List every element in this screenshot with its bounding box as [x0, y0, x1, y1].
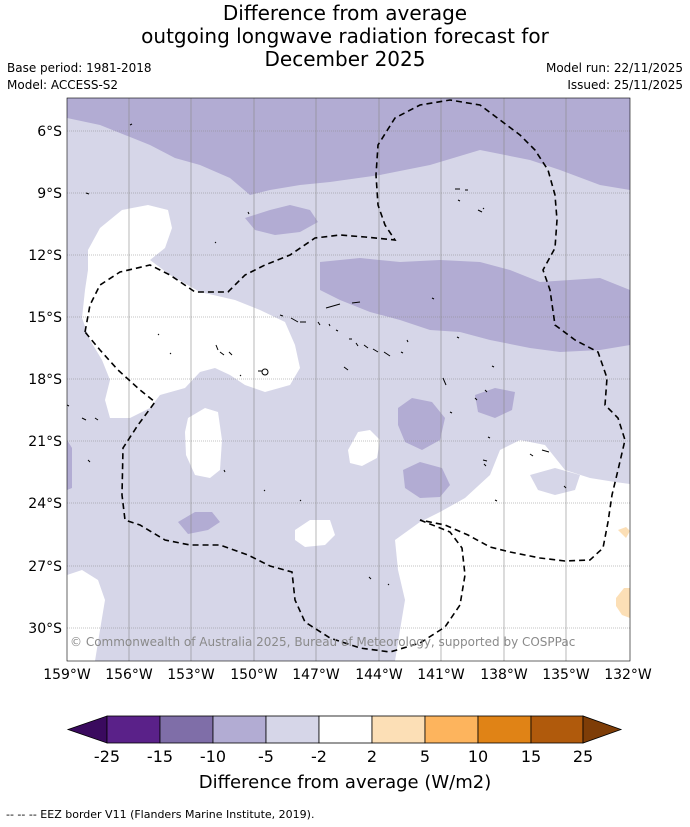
field-warm-a	[618, 527, 630, 538]
lon-label: 135°W	[542, 667, 590, 683]
lat-label: 24°S	[28, 496, 62, 512]
colorbar-swatch	[265, 715, 320, 744]
lon-axis: 159°W 156°W 153°W 150°W 147°W 144°W 141°…	[43, 667, 652, 683]
colorbar-swatch	[106, 715, 161, 744]
field-neutral-small-c	[348, 430, 380, 466]
colorbar-tick: -2	[311, 747, 327, 766]
lat-label: 30°S	[28, 621, 62, 637]
colorbar	[66, 715, 623, 744]
field-dark-patch-e	[178, 512, 220, 534]
graticule	[67, 98, 630, 661]
lat-label: 18°S	[28, 372, 62, 388]
lon-label: 138°W	[480, 667, 528, 683]
map-copyright: © Commonwealth of Australia 2025, Bureau…	[70, 635, 575, 649]
field-dark-patch-a	[245, 205, 318, 235]
field-dark-north	[67, 98, 630, 195]
colorbar-swatch	[318, 715, 373, 744]
colorbar-swatch	[212, 715, 267, 744]
colorbar-title: Difference from average (W/m2)	[199, 772, 491, 793]
eez-border-west	[84, 331, 466, 653]
colorbar-tick: 15	[521, 747, 541, 766]
lon-label: 156°W	[105, 667, 153, 683]
colorbar-swatch	[424, 715, 479, 744]
colorbar-tick: 10	[468, 747, 488, 766]
lon-label: 141°W	[417, 667, 465, 683]
map-frame	[66, 97, 631, 662]
model-run: Model run: 22/11/2025	[545, 61, 683, 75]
lat-label: 21°S	[28, 434, 62, 450]
field-base-inset	[530, 468, 580, 495]
colorbar-swatch	[159, 715, 214, 744]
chart-title: Difference from average outgoing longwav…	[0, 2, 690, 71]
field-dark-patch-f	[67, 440, 72, 490]
lon-label: 147°W	[292, 667, 340, 683]
title-line-3: December 2025	[264, 47, 426, 71]
islands	[67, 123, 567, 586]
meta-left: Base period: 1981-2018 Model: ACCESS-S2	[7, 60, 152, 94]
field-neutral-southwest	[67, 570, 105, 661]
title-line-2: outgoing longwave radiation forecast for	[141, 24, 549, 48]
field-neutral-small-b	[295, 520, 335, 547]
field-warm-b	[616, 588, 630, 618]
lon-label: 153°W	[167, 667, 215, 683]
colorbar-tick: 25	[573, 747, 593, 766]
colorbar-tick: -25	[94, 747, 120, 766]
lat-label: 12°S	[28, 248, 62, 264]
colorbar-tick: -15	[147, 747, 173, 766]
lat-label: 6°S	[37, 124, 62, 140]
field-neutral-small-a	[185, 408, 222, 478]
colorbar-swatch	[477, 715, 532, 744]
colorbar-extend-high	[582, 715, 623, 744]
colorbar-swatch	[371, 715, 426, 744]
model-name: Model: ACCESS-S2	[7, 78, 119, 92]
colorbar-tick: 5	[420, 747, 430, 766]
field-neutral-southeast	[395, 440, 630, 661]
lat-label: 27°S	[28, 559, 62, 575]
field-dark-central	[320, 258, 630, 352]
field-dark-patch-d	[403, 462, 450, 498]
lat-axis: 6°S 9°S 12°S 15°S 18°S 21°S 24°S 27°S 30…	[28, 124, 62, 637]
colorbar-ticks: -25 -15 -10 -5 -2 2 5 10 15 25	[94, 747, 593, 766]
field-dark-patch-c	[475, 388, 515, 418]
map-canvas: © Commonwealth of Australia 2025, Bureau…	[67, 98, 630, 661]
title-line-1: Difference from average	[222, 1, 468, 25]
colorbar-extend-low	[66, 715, 108, 744]
lon-label: 132°W	[604, 667, 652, 683]
colorbar-tick: 2	[367, 747, 377, 766]
meta-right: Model run: 22/11/2025 Issued: 25/11/2025	[546, 60, 683, 94]
lat-label: 9°S	[37, 186, 62, 202]
field-dark-patch-b	[398, 398, 445, 450]
colorbar-tick: -5	[258, 747, 274, 766]
lon-label: 150°W	[230, 667, 278, 683]
base-period: Base period: 1981-2018	[7, 61, 152, 75]
lat-label: 15°S	[28, 310, 62, 326]
colorbar-swatch	[530, 715, 584, 744]
issued-date: Issued: 25/11/2025	[567, 78, 683, 92]
lon-label: 159°W	[43, 667, 91, 683]
lon-label: 144°W	[355, 667, 403, 683]
colorbar-tick: -10	[200, 747, 226, 766]
footnote: -- -- -- EEZ border V11 (Flanders Marine…	[6, 808, 315, 821]
eez-border-east	[84, 99, 626, 562]
